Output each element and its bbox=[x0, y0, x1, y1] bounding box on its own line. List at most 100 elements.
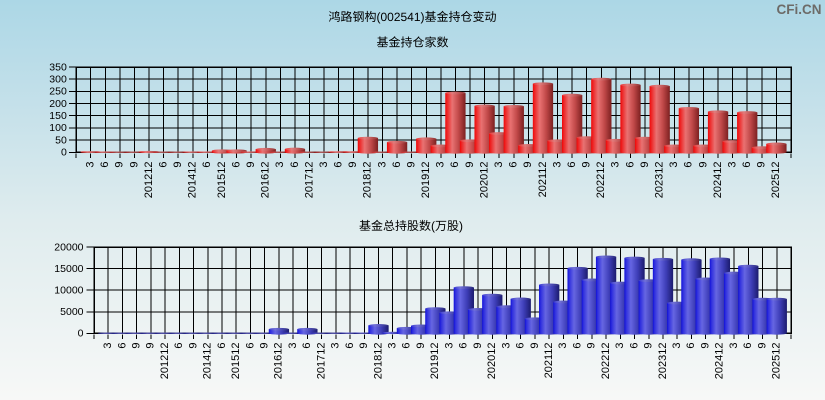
svg-text:9: 9 bbox=[464, 162, 476, 168]
svg-text:201712: 201712 bbox=[303, 162, 315, 199]
svg-text:6: 6 bbox=[201, 162, 213, 168]
svg-text:50: 50 bbox=[55, 134, 67, 146]
svg-text:201812: 201812 bbox=[362, 162, 374, 199]
svg-text:9: 9 bbox=[347, 162, 359, 168]
svg-text:CFi.CN: CFi.CN bbox=[777, 2, 822, 17]
svg-text:9: 9 bbox=[172, 162, 184, 168]
svg-text:9: 9 bbox=[114, 162, 126, 168]
svg-text:202212: 202212 bbox=[600, 343, 612, 380]
svg-text:9: 9 bbox=[586, 343, 598, 349]
svg-text:9: 9 bbox=[472, 343, 484, 349]
svg-text:250: 250 bbox=[49, 86, 67, 98]
svg-text:201612: 201612 bbox=[260, 162, 272, 199]
svg-text:6: 6 bbox=[116, 343, 128, 349]
svg-text:6: 6 bbox=[301, 343, 313, 349]
svg-text:15000: 15000 bbox=[54, 263, 83, 275]
svg-text:6: 6 bbox=[401, 343, 413, 349]
svg-text:9: 9 bbox=[643, 343, 655, 349]
svg-text:6: 6 bbox=[99, 162, 111, 168]
svg-text:202412: 202412 bbox=[712, 162, 724, 199]
svg-text:6: 6 bbox=[566, 162, 578, 168]
svg-text:201512: 201512 bbox=[230, 343, 242, 380]
svg-text:9: 9 bbox=[699, 343, 711, 349]
svg-text:3: 3 bbox=[387, 343, 399, 349]
svg-text:201512: 201512 bbox=[216, 161, 228, 198]
svg-text:3: 3 bbox=[330, 343, 342, 349]
svg-text:6: 6 bbox=[571, 343, 583, 349]
svg-text:9: 9 bbox=[697, 162, 709, 168]
svg-text:6: 6 bbox=[742, 343, 754, 349]
svg-text:202012: 202012 bbox=[478, 162, 490, 199]
svg-text:3: 3 bbox=[610, 162, 622, 168]
svg-text:6: 6 bbox=[628, 343, 640, 349]
svg-text:6: 6 bbox=[741, 162, 753, 168]
svg-text:3: 3 bbox=[614, 343, 626, 349]
svg-text:9: 9 bbox=[245, 161, 257, 167]
svg-text:6: 6 bbox=[449, 162, 461, 168]
svg-text:3: 3 bbox=[500, 343, 512, 349]
svg-text:6: 6 bbox=[458, 343, 470, 349]
svg-text:3: 3 bbox=[551, 162, 563, 168]
svg-text:3: 3 bbox=[443, 343, 455, 349]
svg-text:9: 9 bbox=[405, 162, 417, 168]
svg-text:3: 3 bbox=[557, 343, 569, 349]
svg-text:6: 6 bbox=[244, 343, 256, 349]
svg-text:3: 3 bbox=[435, 162, 447, 168]
svg-text:9: 9 bbox=[130, 343, 142, 349]
svg-text:0: 0 bbox=[61, 147, 67, 159]
svg-text:0: 0 bbox=[78, 328, 84, 340]
svg-text:201412: 201412 bbox=[202, 343, 214, 380]
svg-text:6: 6 bbox=[683, 162, 695, 168]
svg-text:300: 300 bbox=[49, 73, 67, 85]
svg-text:201912: 201912 bbox=[420, 162, 432, 199]
svg-text:10000: 10000 bbox=[54, 285, 83, 297]
svg-text:201812: 201812 bbox=[372, 343, 384, 380]
svg-text:3: 3 bbox=[376, 162, 388, 168]
svg-text:3: 3 bbox=[728, 343, 740, 349]
svg-text:6: 6 bbox=[216, 343, 228, 349]
svg-text:6: 6 bbox=[508, 162, 520, 168]
svg-text:3: 3 bbox=[671, 343, 683, 349]
svg-text:201412: 201412 bbox=[187, 162, 199, 199]
svg-text:202312: 202312 bbox=[657, 343, 669, 380]
svg-text:3: 3 bbox=[668, 162, 680, 168]
svg-text:6: 6 bbox=[391, 162, 403, 168]
svg-text:6: 6 bbox=[515, 343, 527, 349]
svg-text:9: 9 bbox=[187, 343, 199, 349]
svg-text:5000: 5000 bbox=[60, 306, 84, 318]
svg-text:6: 6 bbox=[230, 162, 242, 168]
svg-text:100: 100 bbox=[49, 122, 67, 134]
svg-text:3: 3 bbox=[102, 343, 114, 349]
svg-text:20000: 20000 bbox=[54, 241, 83, 253]
svg-text:201212: 201212 bbox=[159, 343, 171, 380]
svg-text:3: 3 bbox=[726, 162, 738, 168]
svg-text:3: 3 bbox=[274, 162, 286, 168]
svg-text:202112: 202112 bbox=[537, 162, 549, 198]
svg-text:3: 3 bbox=[493, 162, 505, 168]
svg-text:9: 9 bbox=[529, 343, 541, 349]
svg-text:6: 6 bbox=[333, 162, 345, 168]
svg-text:9: 9 bbox=[581, 162, 593, 168]
svg-text:200: 200 bbox=[49, 98, 67, 110]
svg-text:6: 6 bbox=[624, 162, 636, 168]
svg-text:9: 9 bbox=[522, 162, 534, 168]
svg-text:202012: 202012 bbox=[486, 342, 498, 379]
svg-text:350: 350 bbox=[49, 61, 67, 73]
svg-text:202312: 202312 bbox=[653, 162, 665, 199]
svg-text:201612: 201612 bbox=[273, 343, 285, 380]
svg-text:3: 3 bbox=[318, 162, 330, 168]
svg-text:202412: 202412 bbox=[714, 343, 726, 380]
svg-text:201712: 201712 bbox=[315, 343, 327, 380]
svg-text:9: 9 bbox=[145, 343, 157, 349]
svg-text:201912: 201912 bbox=[429, 343, 441, 380]
svg-text:9: 9 bbox=[639, 162, 651, 168]
svg-text:201212: 201212 bbox=[143, 162, 155, 199]
svg-text:3: 3 bbox=[287, 343, 299, 349]
svg-text:6: 6 bbox=[289, 162, 301, 168]
svg-text:9: 9 bbox=[415, 343, 427, 349]
svg-text:6: 6 bbox=[157, 162, 169, 168]
svg-text:6: 6 bbox=[344, 343, 356, 349]
svg-text:9: 9 bbox=[358, 343, 370, 349]
svg-text:202512: 202512 bbox=[770, 162, 782, 199]
svg-text:9: 9 bbox=[128, 162, 140, 168]
